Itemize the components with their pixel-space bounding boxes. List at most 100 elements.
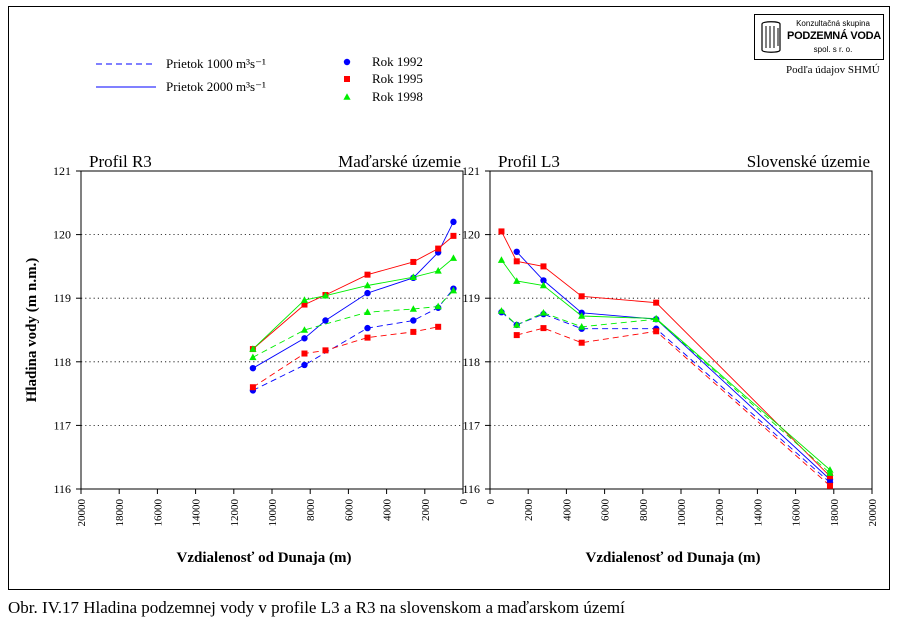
data-point-1998-1000	[539, 309, 548, 316]
series-line-1992-1000	[252, 288, 454, 391]
data-point-1995-2000	[301, 301, 308, 308]
legend-label-1992: Rok 1992	[372, 54, 423, 69]
x-tick-label: 12000	[229, 499, 241, 527]
x-axis-label: Vzdialenosť od Dunaja (m)	[177, 550, 352, 566]
x-tick-label: 0	[485, 499, 497, 505]
data-point-1998-2000	[826, 466, 834, 473]
data-point-1995-2000	[410, 258, 417, 265]
x-tick-label: 20000	[867, 499, 879, 527]
logo-line-2: PODZEMNÁ VODA	[787, 30, 881, 42]
x-tick-label: 16000	[791, 499, 803, 527]
x-tick-label: 0	[458, 499, 470, 505]
data-point-1995-1000	[513, 332, 520, 339]
data-point-1998-2000	[513, 277, 521, 284]
data-point-1995-1000	[540, 325, 547, 332]
data-point-1998-1000	[578, 323, 586, 330]
legend-label-1995: Rok 1995	[372, 71, 423, 86]
x-tick-label: 20000	[76, 499, 88, 527]
series-1998-2000	[497, 256, 834, 473]
data-point-1992-2000	[540, 277, 547, 284]
figure-caption: Obr. IV.17 Hladina podzemnej vody v prof…	[8, 598, 625, 617]
data-point-1998-1000	[300, 326, 309, 333]
y-tick-label: 119	[462, 291, 480, 305]
data-point-1995-2000	[450, 232, 457, 239]
data-point-1992-2000	[301, 335, 308, 342]
logo-line-3: spol. s r. o.	[813, 45, 853, 54]
data-point-1992-2000	[364, 289, 371, 297]
source-note: Podľa údajov SHMÚ	[786, 64, 880, 76]
data-point-1995-1000	[435, 323, 442, 330]
series-1998-1000	[249, 286, 458, 361]
logo-swirl-icon	[761, 21, 781, 53]
x-tick-label: 18000	[114, 499, 126, 527]
data-point-1998-2000	[300, 296, 309, 303]
data-point-1998-2000	[434, 267, 442, 274]
y-tick-label: 117	[462, 418, 480, 432]
y-tick-label: 119	[53, 291, 71, 305]
data-point-1992-1000	[301, 361, 308, 369]
data-point-1998-1000	[434, 302, 442, 310]
legend-marker-1992	[343, 58, 351, 66]
data-point-1998-1000	[409, 305, 417, 312]
series-line-1995-2000	[252, 235, 454, 350]
series-line-1995-1000	[516, 327, 831, 487]
series-1998-2000	[249, 254, 458, 352]
plot-area	[80, 170, 464, 490]
x-axis-label: Vzdialenosť od Dunaja (m)	[586, 550, 761, 566]
legend-label-2000: Prietok 2000 m³s⁻¹	[166, 79, 266, 94]
y-tick-label: 120	[462, 228, 480, 242]
series-1995-2000	[498, 228, 833, 480]
series-line-1995-1000	[252, 326, 439, 388]
data-point-1995-2000	[653, 299, 660, 306]
x-tick-label: 10000	[267, 499, 279, 527]
logo-line-1: Konzultačná skupina	[796, 19, 870, 28]
y-tick-label: 121	[462, 164, 480, 178]
series-1992-2000	[513, 248, 834, 483]
data-point-1995-1000	[653, 328, 660, 335]
panel-profil-l3: 116 117 118 119 120 121 0 2000 4000 6000 8000 10000…	[462, 152, 879, 566]
x-tick-label: 16000	[152, 499, 164, 527]
y-axis-label-group: Hladina vody (m n.m.)	[24, 258, 40, 403]
data-point-1998-1000	[249, 353, 257, 361]
x-tick-label: 8000	[305, 499, 317, 522]
data-point-1995-2000	[513, 258, 520, 265]
x-tick-label: 2000	[523, 499, 535, 522]
x-tick-label: 10000	[676, 499, 688, 527]
x-tick-label: 4000	[561, 499, 573, 522]
data-point-1995-1000	[322, 347, 329, 354]
data-point-1992-1000	[410, 317, 417, 324]
series-1992-1000	[498, 308, 834, 486]
y-tick-label: 118	[462, 355, 480, 369]
data-point-1998-2000	[409, 273, 417, 281]
series-1995-1000	[513, 325, 833, 489]
data-point-1995-2000	[364, 271, 371, 278]
data-point-1995-1000	[410, 328, 417, 335]
x-tick-label: 14000	[191, 499, 203, 527]
data-point-1998-2000	[321, 291, 330, 299]
figure-frame	[8, 6, 890, 590]
x-tick-label: 6000	[343, 499, 355, 522]
company-logo: Konzultačná skupina PODZEMNÁ VODA spol. …	[754, 14, 884, 60]
data-point-1998-2000	[539, 281, 548, 289]
series-1992-1000	[249, 285, 457, 394]
x-tick-label: 18000	[829, 499, 841, 527]
series-line-1998-2000	[501, 259, 831, 471]
x-tick-label: 2000	[420, 499, 432, 522]
legend-label-1000: Prietok 1000 m³s⁻¹	[166, 56, 266, 71]
y-tick-label: 118	[53, 355, 71, 369]
panel-region-title: Slovenské územie	[747, 152, 870, 171]
series-line-1998-1000	[501, 310, 831, 474]
series-1998-1000	[497, 307, 834, 476]
data-point-1998-1000	[497, 307, 506, 314]
data-point-1995-2000	[578, 293, 585, 300]
x-tick-label: 8000	[638, 499, 650, 522]
y-tick-label: 121	[53, 164, 71, 178]
series-line-1998-2000	[252, 257, 454, 350]
data-point-1998-2000	[449, 254, 458, 261]
y-tick-label: 116	[462, 482, 480, 496]
data-point-1998-2000	[249, 345, 257, 352]
x-tick-label: 12000	[714, 499, 726, 527]
data-point-1998-2000	[497, 256, 506, 263]
